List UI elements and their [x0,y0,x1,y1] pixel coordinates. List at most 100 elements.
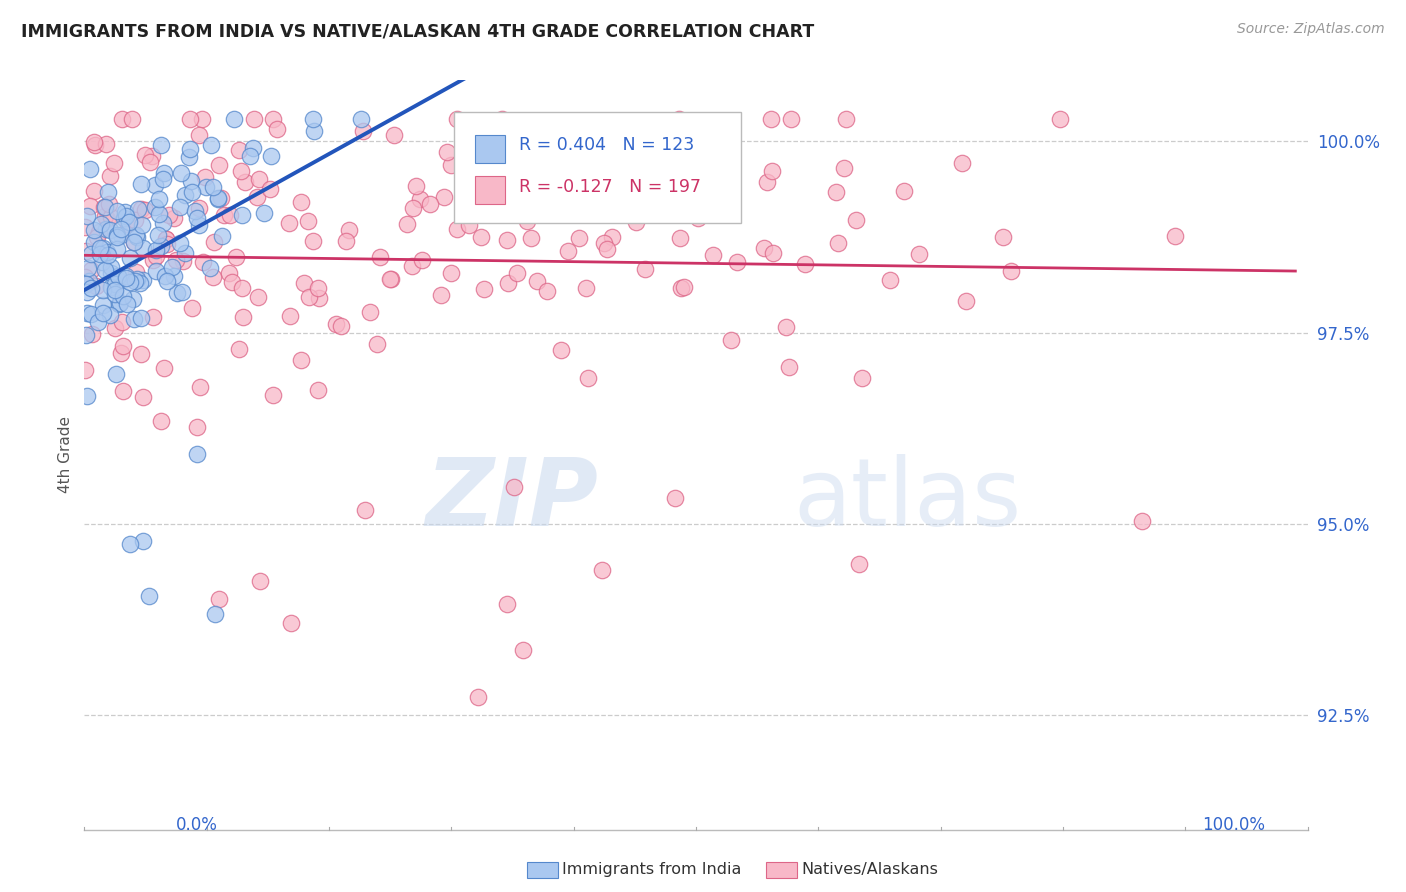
Point [576,370,599,384]
Point [495,597,517,611]
Point [401,259,423,273]
Point [302,124,325,138]
Point [253,206,276,220]
Point [87,315,110,329]
Point [702,248,724,262]
Point [80,327,103,342]
Text: Source: ZipAtlas.com: Source: ZipAtlas.com [1237,22,1385,37]
Point [290,195,312,210]
Point [202,235,225,249]
Point [98,308,121,322]
Point [170,166,193,180]
Point [1164,229,1187,244]
Point [107,269,129,284]
Point [592,236,614,251]
Point [148,207,170,221]
Point [160,260,183,275]
Text: R = 0.404   N = 123: R = 0.404 N = 123 [519,136,693,154]
Point [520,231,543,245]
Point [79,162,101,177]
Point [73,269,96,284]
Point [688,211,710,225]
Point [756,175,779,189]
Point [117,215,139,229]
Point [132,241,155,255]
Point [657,125,679,139]
Point [835,112,858,126]
Point [142,310,165,325]
Point [991,229,1014,244]
Point [600,230,623,244]
Point [179,142,201,156]
Point [402,201,425,215]
FancyBboxPatch shape [475,135,505,162]
Point [86,230,108,244]
Point [86,278,108,293]
Point [278,216,301,230]
Point [121,112,143,126]
Point [122,235,145,249]
Point [100,260,122,275]
Point [262,112,284,126]
Point [145,244,167,258]
Point [503,480,526,494]
Point [173,246,195,260]
Point [108,297,131,311]
Point [83,184,105,198]
Point [131,534,153,549]
Point [127,202,149,216]
Text: R = -0.127   N = 197: R = -0.127 N = 197 [519,178,700,195]
Point [1049,112,1071,126]
Point [149,414,172,428]
Point [77,274,100,288]
Point [354,503,377,517]
Point [378,272,401,286]
Point [110,222,132,236]
Point [329,318,352,333]
Point [359,304,381,318]
Text: ZIP: ZIP [425,454,598,546]
Point [411,253,433,268]
Point [225,250,247,264]
Point [188,379,211,393]
Point [76,209,98,223]
Point [75,277,97,291]
Point [879,273,901,287]
Point [100,280,122,294]
Point [105,228,128,243]
Point [557,244,579,259]
Point [104,277,127,292]
Point [208,591,231,606]
Point [163,268,186,283]
Point [122,311,145,326]
Point [440,266,463,280]
Point [278,309,301,323]
Point [118,251,141,265]
Point [125,230,148,244]
Point [644,165,666,179]
Point [150,238,173,252]
Point [380,271,402,285]
FancyBboxPatch shape [475,176,505,204]
Point [243,112,266,126]
Point [228,342,250,356]
Point [409,192,432,206]
Point [83,235,105,249]
Text: IMMIGRANTS FROM INDIA VS NATIVE/ALASKAN 4TH GRADE CORRELATION CHART: IMMIGRANTS FROM INDIA VS NATIVE/ALASKAN … [21,22,814,40]
Point [181,301,204,315]
Point [366,336,388,351]
Point [91,255,114,269]
Point [725,255,748,269]
Point [73,362,96,376]
Point [368,250,391,264]
Point [218,266,240,280]
Point [134,203,156,218]
Y-axis label: 4th Grade: 4th Grade [58,417,73,493]
Point [124,274,146,288]
Point [778,359,800,374]
Point [134,148,156,162]
Point [76,285,98,299]
Point [184,204,207,219]
Point [169,201,191,215]
Point [93,200,115,214]
